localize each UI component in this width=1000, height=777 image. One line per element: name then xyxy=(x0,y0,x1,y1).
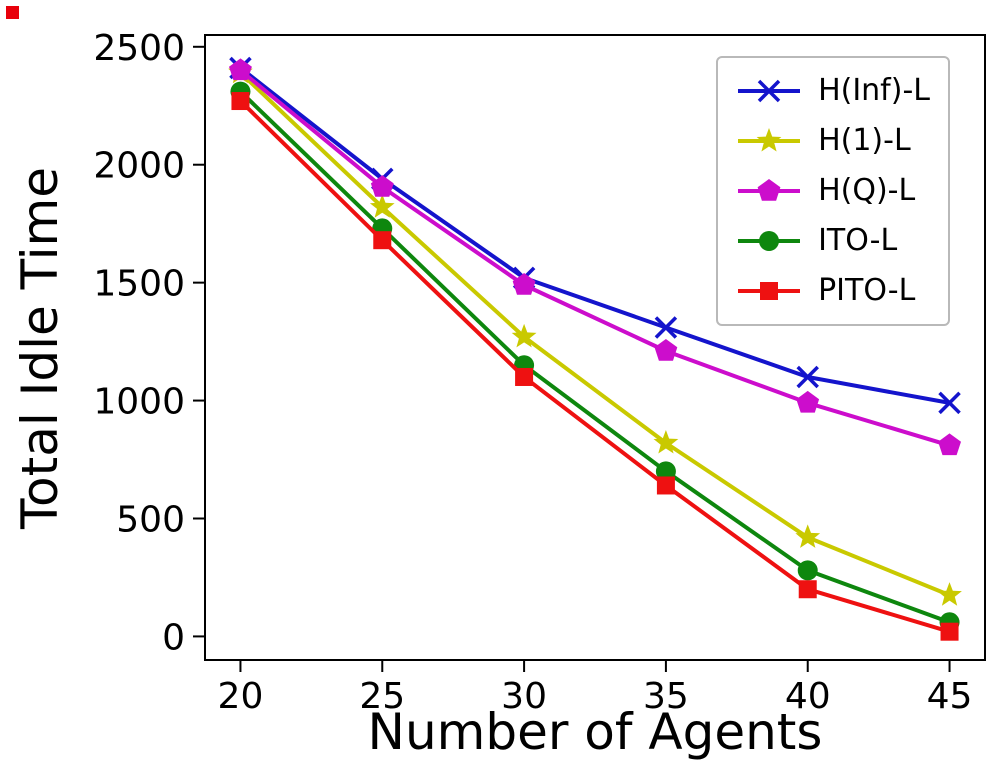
series-line xyxy=(239,71,951,597)
marker-star-icon xyxy=(511,323,537,348)
x-tick-label: 45 xyxy=(927,676,973,717)
legend-sample-svg xyxy=(738,128,801,152)
marker-pentagon-icon xyxy=(757,179,781,201)
legend-label: H(Inf)-L xyxy=(818,73,930,108)
legend-marker-x-icon xyxy=(736,76,802,106)
y-tick-label: 2500 xyxy=(93,28,185,69)
x-tick-label: 40 xyxy=(785,676,831,717)
legend-sample-svg xyxy=(738,79,801,103)
series-line xyxy=(239,90,951,625)
legend-item: H(Inf)-L xyxy=(736,66,930,116)
legend-item: H(1)-L xyxy=(736,116,930,166)
legend-label: PITO-L xyxy=(818,273,916,308)
marker-star-icon xyxy=(653,430,679,454)
legend-label: ITO-L xyxy=(818,223,898,258)
marker-square-icon xyxy=(760,282,779,300)
marker-x-icon xyxy=(757,79,781,103)
legend-sample-svg xyxy=(738,282,801,300)
marker-pentagon-icon xyxy=(796,390,820,413)
y-tick-label: 0 xyxy=(162,617,185,658)
series-line xyxy=(239,68,951,448)
y-tick-label: 1500 xyxy=(93,264,185,305)
marker-circle-icon xyxy=(759,231,780,251)
legend-sample-svg xyxy=(738,179,801,201)
marker-pentagon-icon xyxy=(229,58,252,81)
y-axis-label: Total Idle Time xyxy=(11,166,69,530)
marker-star-icon xyxy=(795,524,821,548)
legend-label: H(Q)-L xyxy=(818,173,916,208)
marker-circle-icon xyxy=(797,560,818,581)
marker-square-icon xyxy=(373,231,392,250)
y-tick-label: 1000 xyxy=(93,382,185,423)
legend-item: ITO-L xyxy=(736,216,930,266)
marker-pentagon-icon xyxy=(654,339,678,361)
x-tick-label: 35 xyxy=(643,676,689,717)
plot-frame xyxy=(204,34,986,661)
marker-square-icon xyxy=(940,622,959,641)
marker-square-icon xyxy=(656,476,675,495)
marker-pentagon-icon xyxy=(938,433,961,456)
y-tick-label: 500 xyxy=(116,499,185,540)
legend-label: H(1)-L xyxy=(818,123,911,158)
legend-marker-circle-icon xyxy=(736,226,802,256)
marker-pentagon-icon xyxy=(512,273,536,295)
series-line xyxy=(239,66,950,405)
marker-square-icon xyxy=(515,367,534,386)
marker-x-icon xyxy=(938,391,961,415)
marker-x-icon xyxy=(796,365,819,389)
marker-star-icon xyxy=(369,194,395,218)
series-4 xyxy=(231,92,959,641)
series-line xyxy=(239,99,951,634)
legend-sample-svg xyxy=(738,231,801,251)
legend: H(Inf)-L H(1)-L H(Q)-L ITO-L PITO-L xyxy=(716,56,950,326)
x-axis-label: Number of Agents xyxy=(367,703,823,761)
marker-x-icon xyxy=(654,316,678,339)
marker-square-icon xyxy=(798,580,817,599)
legend-item: PITO-L xyxy=(736,266,930,316)
marker-star-icon xyxy=(756,128,782,152)
x-tick-label: 30 xyxy=(501,676,547,717)
legend-marker-star-icon xyxy=(736,126,802,156)
marker-star-icon xyxy=(937,582,962,606)
marker-square-icon xyxy=(231,92,250,111)
legend-marker-pentagon-icon xyxy=(736,176,802,206)
legend-marker-square-icon xyxy=(736,276,802,306)
x-tick-label: 25 xyxy=(359,676,405,717)
corner-red-square xyxy=(6,6,19,19)
marker-pentagon-icon xyxy=(370,175,394,197)
y-tick-label: 2000 xyxy=(93,146,185,187)
series-2 xyxy=(229,58,961,456)
marker-circle-icon xyxy=(655,461,676,482)
legend-item: H(Q)-L xyxy=(736,166,930,216)
x-tick-label: 20 xyxy=(218,676,264,717)
